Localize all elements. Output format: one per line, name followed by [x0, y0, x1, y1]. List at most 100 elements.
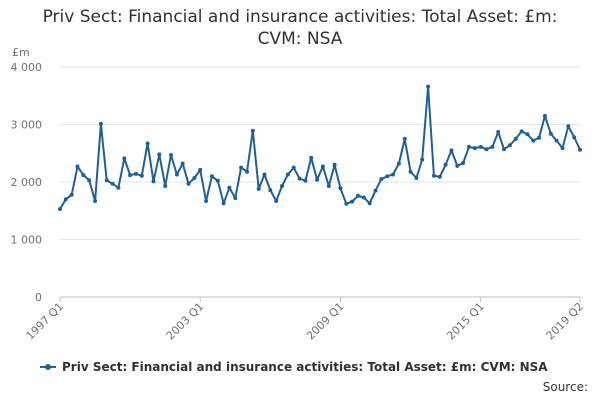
data-point[interactable]: [472, 146, 477, 151]
data-point[interactable]: [297, 176, 302, 181]
data-point[interactable]: [402, 136, 407, 141]
data-point[interactable]: [437, 174, 442, 179]
data-point[interactable]: [116, 185, 121, 190]
data-point[interactable]: [285, 172, 290, 177]
data-point[interactable]: [443, 162, 448, 167]
data-point[interactable]: [484, 147, 489, 152]
data-point[interactable]: [391, 172, 395, 177]
data-point[interactable]: [461, 161, 466, 165]
source-label: Source:: [542, 380, 588, 394]
data-point[interactable]: [157, 152, 162, 157]
data-point[interactable]: [239, 165, 244, 170]
data-point[interactable]: [245, 169, 249, 174]
data-point[interactable]: [315, 177, 320, 182]
data-point[interactable]: [169, 153, 173, 157]
data-point[interactable]: [309, 155, 314, 160]
data-point[interactable]: [572, 135, 577, 140]
data-point[interactable]: [139, 173, 144, 178]
data-point[interactable]: [93, 199, 98, 203]
data-point[interactable]: [151, 179, 156, 184]
data-point[interactable]: [396, 161, 401, 166]
y-tick-label: 3 000: [11, 119, 43, 132]
data-point[interactable]: [332, 162, 337, 167]
data-point[interactable]: [233, 196, 238, 201]
chart-title: Priv Sect: Financial and insurance activ…: [10, 6, 590, 50]
data-point[interactable]: [560, 146, 565, 151]
data-point[interactable]: [145, 141, 150, 146]
data-point[interactable]: [256, 186, 261, 191]
data-point[interactable]: [69, 192, 74, 197]
data-point[interactable]: [110, 181, 115, 186]
data-point[interactable]: [356, 193, 360, 198]
data-point[interactable]: [274, 199, 279, 203]
data-point[interactable]: [414, 176, 419, 180]
data-point[interactable]: [87, 178, 92, 183]
data-point[interactable]: [431, 173, 436, 178]
data-point[interactable]: [98, 121, 103, 126]
data-point[interactable]: [344, 201, 349, 206]
data-point[interactable]: [548, 131, 553, 136]
data-point[interactable]: [280, 184, 284, 188]
data-point[interactable]: [198, 167, 203, 172]
data-point[interactable]: [192, 176, 197, 180]
x-tick-label: 2015 Q1: [444, 300, 487, 343]
data-point[interactable]: [502, 147, 506, 152]
data-point[interactable]: [478, 144, 483, 149]
data-point[interactable]: [531, 138, 536, 143]
data-point[interactable]: [75, 164, 80, 169]
data-point[interactable]: [507, 143, 512, 148]
data-point[interactable]: [542, 113, 547, 118]
data-point[interactable]: [449, 148, 454, 153]
data-point[interactable]: [250, 128, 255, 133]
data-point[interactable]: [385, 174, 390, 179]
data-point[interactable]: [455, 163, 460, 168]
data-point[interactable]: [326, 184, 331, 188]
y-tick-label: 0: [35, 291, 42, 304]
data-point[interactable]: [408, 169, 413, 174]
data-point[interactable]: [63, 197, 68, 202]
data-point[interactable]: [209, 174, 214, 179]
data-point[interactable]: [221, 201, 226, 206]
data-point[interactable]: [373, 188, 378, 193]
data-point[interactable]: [81, 173, 86, 178]
data-point[interactable]: [519, 129, 524, 134]
data-point[interactable]: [174, 172, 179, 177]
data-point[interactable]: [379, 177, 384, 182]
legend-item[interactable]: Priv Sect: Financial and insurance activ…: [40, 360, 548, 374]
data-point[interactable]: [262, 172, 267, 177]
legend-label: Priv Sect: Financial and insurance activ…: [62, 360, 548, 374]
data-point[interactable]: [554, 138, 559, 143]
data-point[interactable]: [525, 132, 530, 137]
data-point[interactable]: [58, 207, 62, 211]
data-point[interactable]: [204, 199, 209, 203]
data-point[interactable]: [338, 186, 343, 191]
data-point[interactable]: [186, 181, 191, 186]
data-point[interactable]: [227, 185, 232, 190]
data-point[interactable]: [215, 178, 220, 183]
data-point[interactable]: [467, 144, 471, 149]
y-axis-ticks: 0 1 000 2 000 3 000 4 000: [11, 61, 43, 304]
data-point[interactable]: [350, 199, 355, 204]
data-point[interactable]: [420, 157, 425, 162]
data-point[interactable]: [320, 164, 325, 169]
data-point[interactable]: [180, 161, 185, 166]
data-point[interactable]: [268, 188, 273, 193]
data-point[interactable]: [537, 135, 542, 140]
data-point[interactable]: [490, 144, 495, 149]
data-point[interactable]: [578, 147, 582, 152]
data-point[interactable]: [566, 124, 571, 129]
data-point[interactable]: [361, 195, 366, 200]
data-point[interactable]: [291, 165, 296, 170]
data-point[interactable]: [122, 156, 127, 161]
data-point[interactable]: [303, 178, 308, 183]
series-points: [58, 84, 582, 211]
data-point[interactable]: [496, 130, 501, 134]
data-point[interactable]: [513, 136, 518, 141]
legend-swatch-icon: [40, 361, 56, 373]
data-point[interactable]: [367, 201, 372, 206]
data-point[interactable]: [163, 184, 168, 188]
data-point[interactable]: [134, 171, 138, 176]
data-point[interactable]: [426, 84, 431, 89]
data-point[interactable]: [128, 173, 133, 178]
data-point[interactable]: [104, 178, 109, 183]
